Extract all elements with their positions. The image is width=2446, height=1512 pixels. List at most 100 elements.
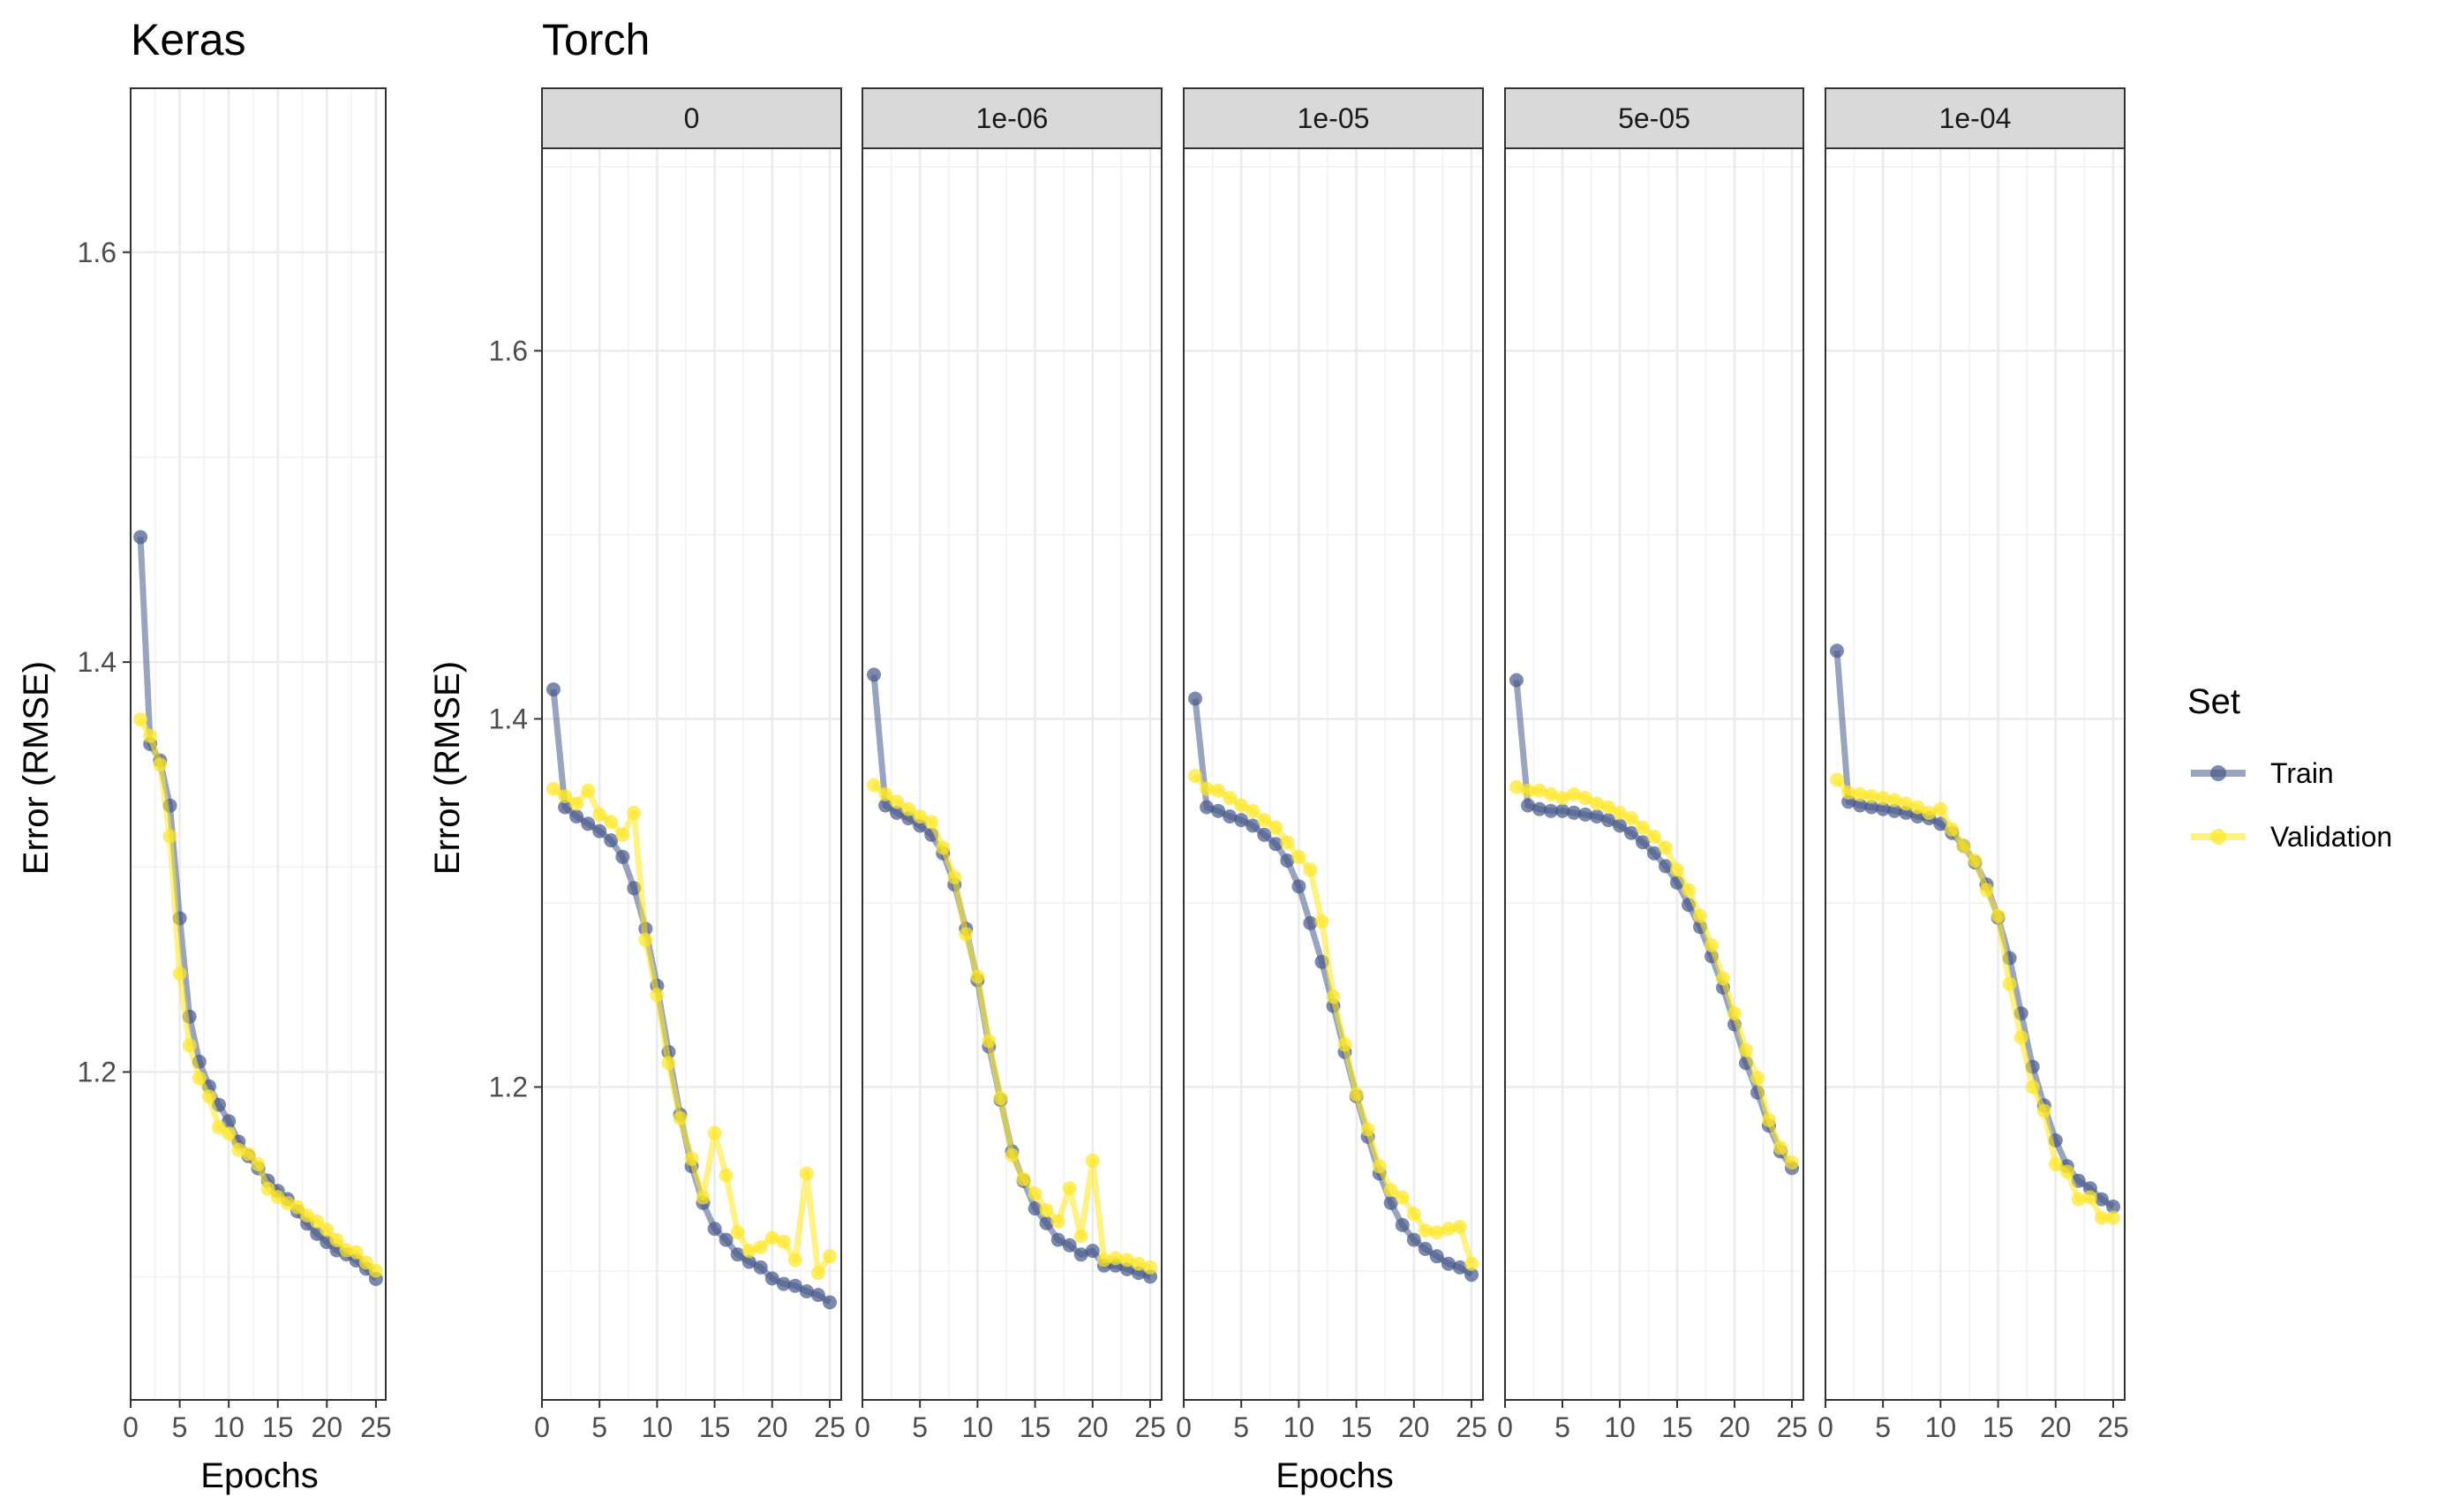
facet-strip: [862, 87, 1163, 149]
data-point-validation: [1521, 783, 1535, 798]
data-point-validation: [1406, 1207, 1421, 1222]
data-point-validation: [2036, 1103, 2051, 1118]
panel-0-0: 0 5 10 15 20 25 1.2 1.4 1.6: [78, 87, 392, 1443]
panel-1-4: 1e-04 0 5 10 15 20 25: [1818, 87, 2129, 1443]
data-point-validation: [1785, 1155, 1799, 1170]
data-point-validation: [1590, 796, 1604, 811]
data-point-validation: [1452, 1220, 1467, 1234]
data-point-validation: [1933, 801, 1948, 816]
data-point-validation: [1922, 805, 1937, 820]
data-point-validation: [1727, 1006, 1742, 1021]
data-point-validation: [192, 1071, 207, 1086]
data-point-validation: [604, 815, 619, 830]
data-point-validation: [1464, 1256, 1479, 1271]
data-point-validation: [1050, 1214, 1065, 1229]
x-tick-label: 15: [1020, 1411, 1051, 1443]
data-point-validation: [673, 1110, 688, 1125]
data-point-validation: [1636, 820, 1650, 835]
data-point-train: [810, 1288, 825, 1303]
data-point-train: [823, 1295, 837, 1310]
x-tick-label: 20: [756, 1411, 788, 1443]
data-point-train: [592, 824, 607, 839]
data-point-train: [1601, 813, 1615, 828]
data-point-validation: [1326, 989, 1341, 1004]
data-point-validation: [615, 827, 630, 842]
x-tick-label: 0: [1497, 1411, 1513, 1443]
data-point-validation: [1716, 971, 1730, 986]
data-point-validation: [787, 1252, 802, 1268]
keras-y-axis-title: Error (RMSE): [17, 661, 56, 875]
data-point-train: [2094, 1192, 2109, 1207]
data-point-train: [1853, 798, 1868, 813]
data-point-validation: [1750, 1071, 1765, 1086]
legend-key-train: [2191, 765, 2246, 781]
x-tick-label: 20: [1719, 1411, 1750, 1443]
data-point-validation: [1670, 862, 1684, 877]
data-point-validation: [1314, 914, 1329, 929]
data-point-train: [615, 849, 630, 864]
data-point-validation: [260, 1181, 275, 1196]
data-point-train: [1544, 803, 1558, 818]
facet-strip-label: 5e-05: [1618, 102, 1690, 134]
data-point-validation: [741, 1244, 756, 1259]
data-point-validation: [1073, 1229, 1088, 1244]
data-point-train: [890, 805, 905, 820]
data-point-validation: [222, 1126, 237, 1141]
y-tick-label: 1.4: [489, 703, 528, 734]
panel-1-1: 1e-06 0 5 10 15 20 25: [854, 87, 1166, 1443]
data-point-train: [604, 833, 619, 848]
panel-1-2: 1e-05 0 5 10 15 20 25: [1176, 87, 1487, 1443]
data-point-train: [1085, 1244, 1100, 1259]
data-point-validation: [901, 801, 916, 816]
facet-strip-label: 1e-06: [976, 102, 1049, 134]
data-point-validation: [661, 1056, 676, 1071]
x-tick-label: 20: [1398, 1411, 1430, 1443]
data-point-validation: [1853, 786, 1868, 801]
facet-strip: [1504, 87, 1804, 149]
legend: Set Train Validation: [2187, 682, 2392, 853]
data-point-validation: [290, 1200, 305, 1215]
y-tick-label: 1.2: [78, 1057, 117, 1088]
x-tick-label: 5: [172, 1411, 188, 1443]
x-tick-label: 25: [2097, 1411, 2129, 1443]
data-point-validation: [799, 1166, 814, 1181]
legend-key-validation: [2191, 829, 2246, 845]
data-point-train: [1509, 673, 1524, 688]
data-point-validation: [982, 1034, 997, 1049]
data-point-validation: [1509, 779, 1524, 794]
data-point-validation: [1360, 1122, 1375, 1137]
facet-strip: [1183, 87, 1484, 149]
data-point-validation: [878, 786, 893, 801]
data-point-train: [1303, 915, 1318, 930]
data-point-validation: [1647, 829, 1661, 844]
x-tick-label: 10: [1283, 1411, 1315, 1443]
data-point-validation: [546, 781, 561, 796]
data-point-validation: [1280, 835, 1295, 850]
data-point-validation: [2048, 1157, 2063, 1172]
data-point-validation: [162, 829, 177, 844]
data-point-validation: [1613, 805, 1627, 820]
data-point-validation: [1349, 1087, 1364, 1102]
data-point-validation: [1693, 908, 1707, 923]
data-point-train: [1246, 818, 1261, 833]
x-tick-label: 15: [262, 1411, 294, 1443]
data-point-validation: [320, 1222, 335, 1237]
data-point-validation: [310, 1215, 325, 1229]
x-tick-label: 15: [1983, 1411, 2014, 1443]
x-tick-label: 0: [1818, 1411, 1833, 1443]
data-point-validation: [1910, 800, 1925, 815]
y-tick-label: 1.6: [78, 237, 117, 268]
x-tick-label: 20: [312, 1411, 343, 1443]
data-point-validation: [1899, 796, 1914, 811]
data-point-validation: [2002, 976, 2017, 991]
data-point-train: [1578, 807, 1592, 822]
x-tick-label: 25: [1776, 1411, 1808, 1443]
data-point-validation: [1659, 840, 1673, 855]
data-point-validation: [1841, 785, 1856, 800]
data-point-validation: [730, 1225, 745, 1240]
facet-strip-label: 1e-04: [1939, 102, 2012, 134]
data-point-validation: [638, 932, 653, 947]
data-point-validation: [1991, 908, 2006, 923]
data-point-validation: [1234, 798, 1249, 813]
keras-plot-title: Keras: [131, 15, 246, 64]
